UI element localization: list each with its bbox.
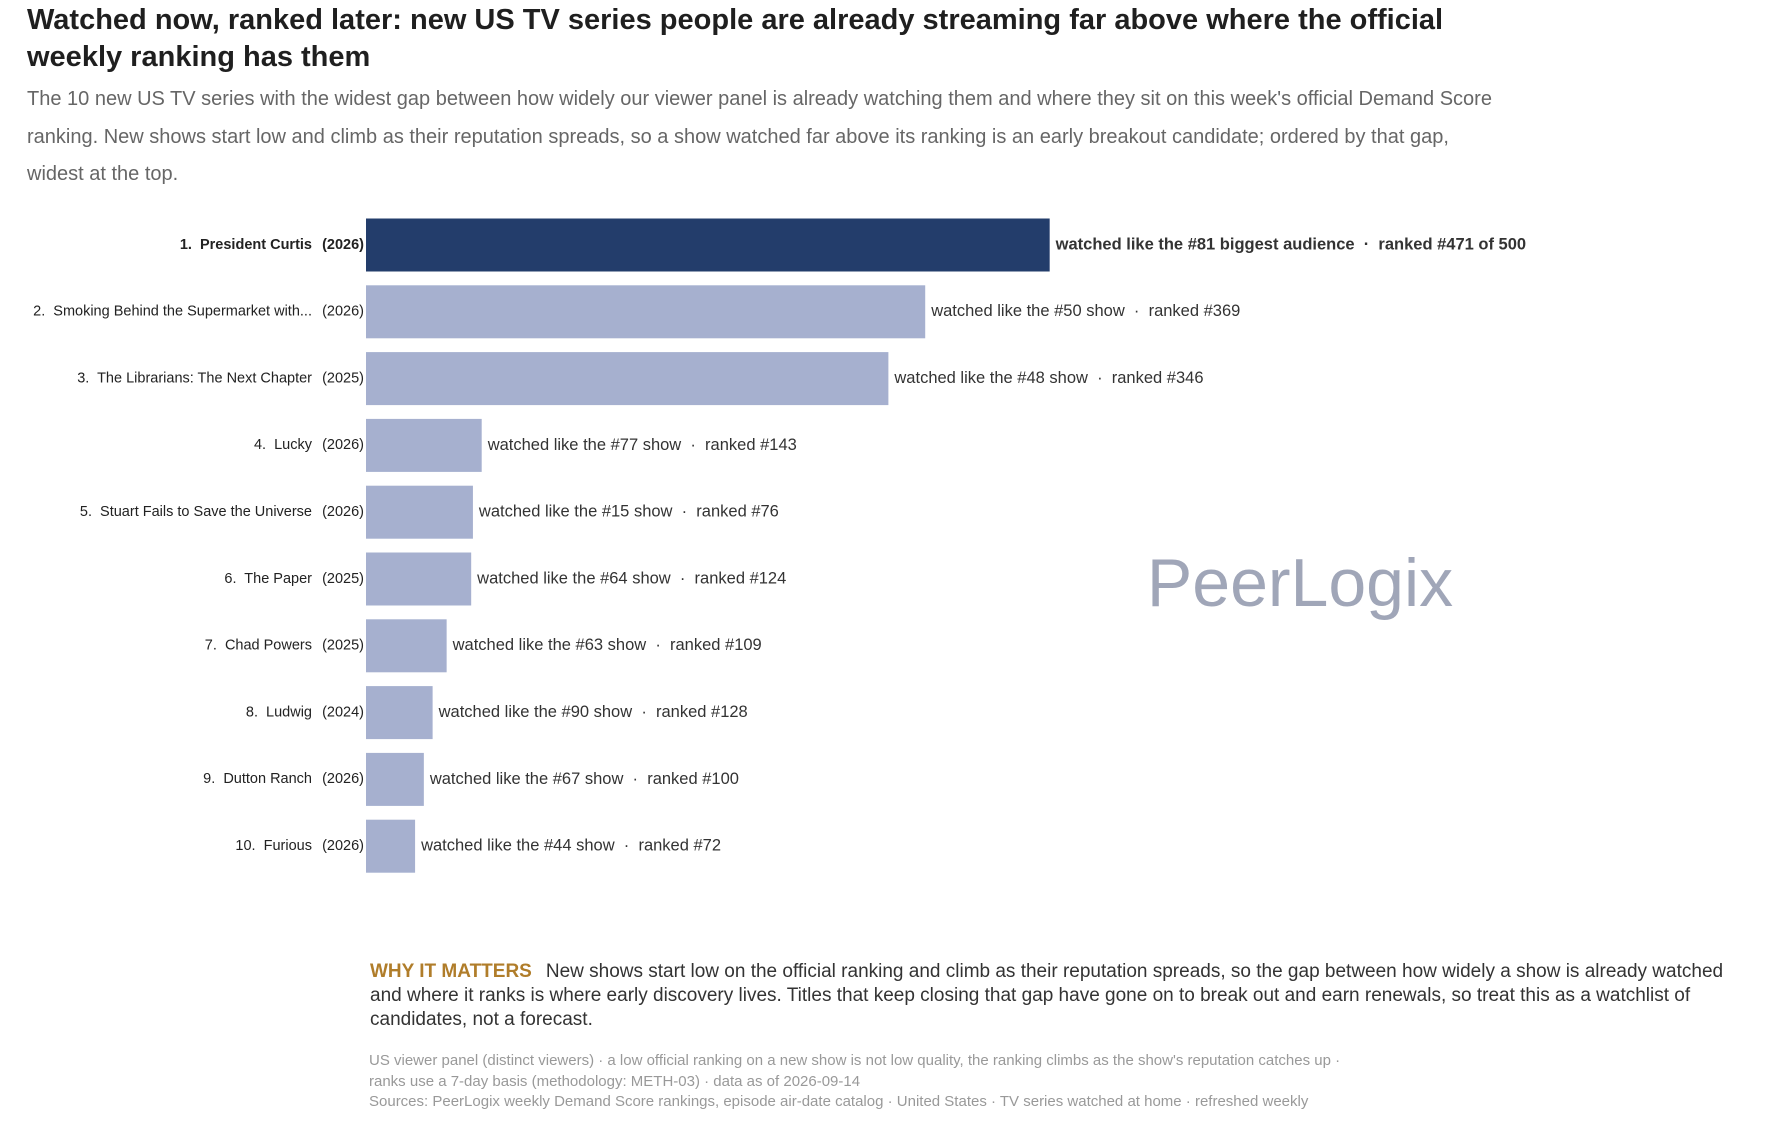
category-label: 4. Lucky	[254, 437, 313, 453]
bar	[366, 352, 889, 406]
bar-label: watched like the #64 show · ranked #124	[476, 569, 786, 587]
bar	[366, 285, 926, 339]
year-label: (2026)	[322, 437, 364, 453]
sources: Sources: PeerLogix weekly Demand Score r…	[369, 1093, 1309, 1110]
year-label: (2025)	[322, 571, 364, 587]
year-label: (2025)	[322, 638, 364, 654]
bar-label: watched like the #44 show · ranked #72	[420, 837, 721, 855]
watermark: PeerLogix	[1147, 545, 1453, 621]
bar	[366, 218, 1050, 272]
category-label: 8. Ludwig	[246, 704, 312, 720]
bar-label: watched like the #77 show · ranked #143	[487, 436, 797, 454]
bar	[366, 485, 473, 539]
category-label: 2. Smoking Behind the Supermarket with..…	[33, 304, 312, 320]
chart-title: Watched now, ranked later: new US TV ser…	[27, 4, 1444, 73]
bar	[366, 686, 433, 740]
year-label: (2026)	[322, 771, 364, 787]
bar	[366, 418, 482, 472]
bar-label: watched like the #67 show · ranked #100	[429, 770, 739, 788]
footnote: US viewer panel (distinct viewers) · a l…	[369, 1052, 1341, 1090]
note-label: WHY IT MATTERS	[370, 961, 532, 982]
year-label: (2024)	[322, 704, 364, 720]
bar-label: watched like the #15 show · ranked #76	[478, 503, 779, 521]
category-label: 10. Furious	[235, 838, 312, 854]
year-label: (2026)	[322, 838, 364, 854]
year-label: (2026)	[322, 304, 364, 320]
bar	[366, 619, 447, 673]
bar-label: watched like the #63 show · ranked #109	[452, 636, 762, 654]
chart-subtitle: The 10 new US TV series with the widest …	[27, 88, 1492, 185]
year-label: (2026)	[322, 237, 364, 253]
category-label: 1. President Curtis	[180, 237, 312, 253]
bar	[366, 752, 424, 806]
category-label: 5. Stuart Fails to Save the Universe	[80, 504, 312, 520]
category-label: 6. The Paper	[224, 571, 312, 587]
bar-label: watched like the #81 biggest audience · …	[1055, 235, 1526, 253]
category-label: 7. Chad Powers	[205, 638, 312, 654]
category-label: 3. The Librarians: The Next Chapter	[77, 370, 312, 386]
year-label: (2025)	[322, 370, 364, 386]
bar-label: watched like the #48 show · ranked #346	[893, 369, 1203, 387]
year-label: (2026)	[322, 504, 364, 520]
note-text: New shows start low on the official rank…	[370, 961, 1724, 1030]
bar-label: watched like the #90 show · ranked #128	[438, 703, 748, 721]
bar	[366, 552, 472, 606]
category-label: 9. Dutton Ranch	[203, 771, 312, 787]
note: WHY IT MATTERS New shows start low on the…	[370, 960, 1750, 1032]
bar	[366, 819, 416, 873]
bar-label: watched like the #50 show · ranked #369	[930, 302, 1240, 320]
